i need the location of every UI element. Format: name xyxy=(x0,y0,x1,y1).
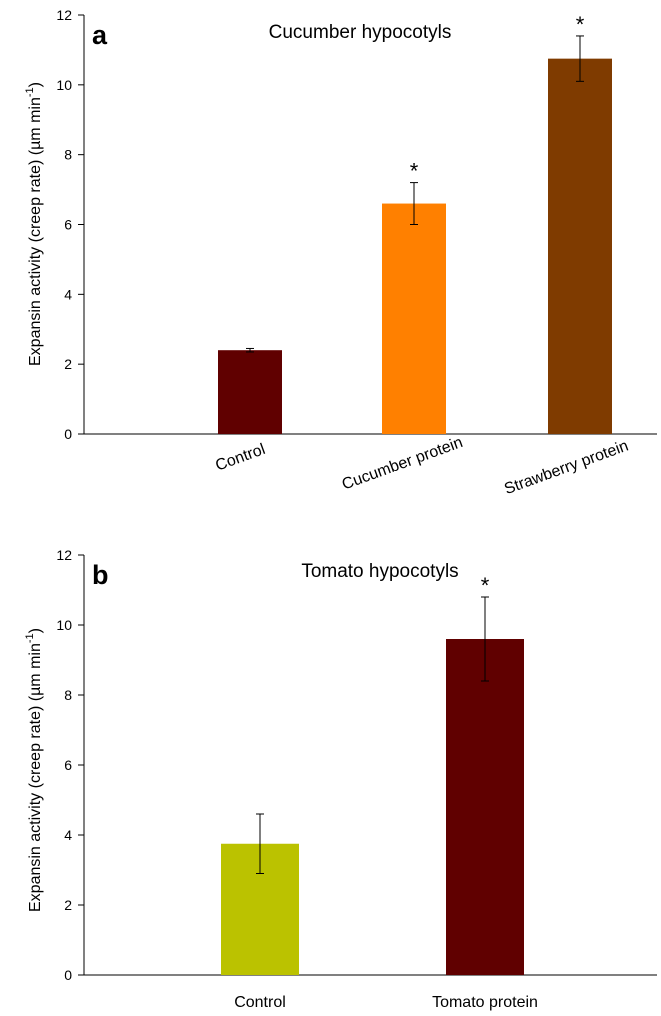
panel-b-y-tick-label: 8 xyxy=(64,687,72,703)
panel-b-plot-area: 0 2 4 6 8 10 12 Control * Tomato protein xyxy=(56,547,657,1011)
panel-a-y-tick-label: 8 xyxy=(64,147,72,163)
panel-a-y-tick-label: 2 xyxy=(64,356,72,372)
panel-b-y-tick-label: 2 xyxy=(64,897,72,913)
panel-b-significance-mark-1: * xyxy=(481,573,490,598)
panel-a: a Cucumber hypocotyls Expansin activity … xyxy=(24,7,657,498)
panel-a-significance-mark-1: * xyxy=(410,159,419,184)
panel-b-category-label-0: Control xyxy=(234,994,286,1011)
panel-b-y-tick-label: 0 xyxy=(64,967,72,983)
panel-a-category-label-0: Control xyxy=(213,441,267,475)
panel-a-letter: a xyxy=(92,20,108,50)
panel-a-bar-0 xyxy=(218,350,282,434)
panel-b: b Tomato hypocotyls Expansin activity (c… xyxy=(24,547,657,1011)
panel-a-category-label-1: Cucumber protein xyxy=(340,434,465,493)
panel-a-y-tick-label: 0 xyxy=(64,426,72,442)
panel-a-y-tick-label: 6 xyxy=(64,217,72,233)
panel-a-bar-2 xyxy=(548,58,612,434)
panel-b-title: Tomato hypocotyls xyxy=(301,561,458,582)
panel-b-bar-1 xyxy=(446,639,524,975)
panel-a-y-tick-label: 10 xyxy=(56,77,72,93)
panel-a-y-axis-label-end: ) xyxy=(27,82,44,87)
panel-b-y-axis-label-main: Expansin activity (creep rate) (µm min xyxy=(27,643,44,912)
panel-a-y-tick-label: 4 xyxy=(64,286,72,302)
panel-b-y-tick-label: 6 xyxy=(64,757,72,773)
panel-b-letter: b xyxy=(92,560,109,590)
panel-a-y-axis-label-main: Expansin activity (creep rate) (µm min xyxy=(27,97,44,366)
panel-a-category-label-2: Strawberry protein xyxy=(502,437,631,498)
panel-a-significance-mark-2: * xyxy=(576,12,585,37)
panel-b-y-tick-label: 10 xyxy=(56,617,72,633)
panel-a-plot-area: 0 2 4 6 8 10 12 Control * Cucumber protein * Strawb… xyxy=(56,7,657,498)
panel-a-y-axis-label-sup: -1 xyxy=(24,87,36,97)
panel-a-y-tick-label: 12 xyxy=(56,7,72,23)
panel-a-y-axis-label: Expansin activity (creep rate) (µm min-1… xyxy=(24,82,44,366)
panel-b-y-axis-label-end: ) xyxy=(27,628,44,633)
panel-b-category-label-1: Tomato protein xyxy=(432,994,538,1011)
panel-b-y-axis-label-sup: -1 xyxy=(24,633,36,643)
panel-b-y-tick-label: 4 xyxy=(64,827,72,843)
panel-a-title: Cucumber hypocotyls xyxy=(269,22,452,43)
panel-a-bar-1 xyxy=(382,203,446,434)
panel-b-y-axis-label: Expansin activity (creep rate) (µm min-1… xyxy=(24,628,44,912)
panel-b-y-tick-label: 12 xyxy=(56,547,72,563)
